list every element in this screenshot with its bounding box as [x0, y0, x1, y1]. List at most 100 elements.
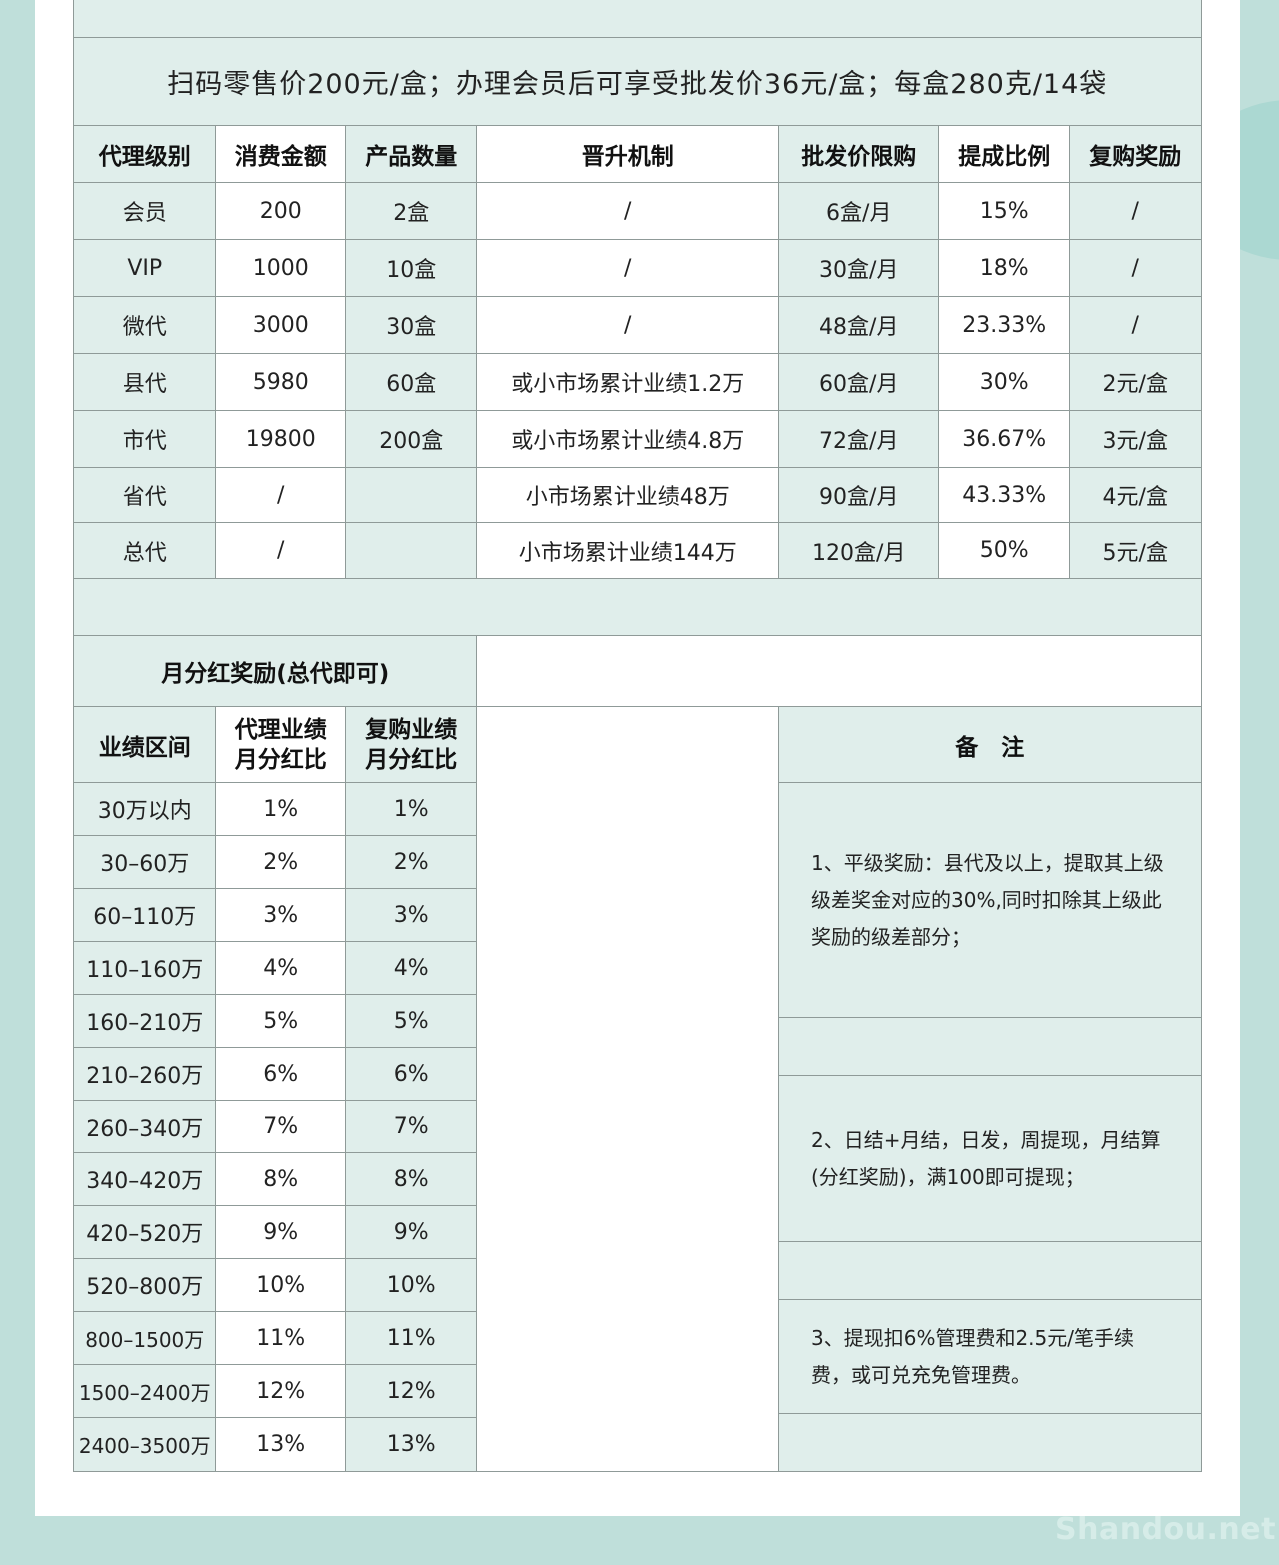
- agent-table-cell: 30盒: [345, 296, 478, 355]
- agent-level-cell: 省代: [73, 467, 217, 524]
- agent-table-header: 代理级别: [73, 125, 217, 184]
- agent-table-cell: 4元/盒: [1069, 467, 1202, 524]
- agent-table-cell: 50%: [938, 522, 1071, 580]
- agent-table-cell: 5980: [215, 353, 347, 412]
- bonus-percent-cell: 1%: [345, 782, 478, 837]
- agent-level-cell: 市代: [73, 410, 217, 469]
- header-line: 月分红比: [365, 746, 458, 773]
- agent-table-cell: 19800: [215, 410, 347, 469]
- bonus-percent-cell: 13%: [345, 1417, 478, 1472]
- agent-level-cell: 微代: [73, 296, 217, 355]
- agent-table-cell: 72盒/月: [778, 410, 940, 469]
- note-item: 3、提现扣6%管理费和2.5元/笔手续费，或可兑充免管理费。: [778, 1299, 1202, 1415]
- agent-table-cell: /: [215, 522, 347, 580]
- agent-table-cell: /: [215, 467, 347, 524]
- agent-table-cell: 6盒/月: [778, 182, 940, 241]
- bonus-range-cell: 1500–2400万: [73, 1364, 217, 1419]
- note-item: 2、日结+月结，日发，周提现，月结算(分红奖励)，满100即可提现；: [778, 1075, 1202, 1243]
- agent-table-cell: 3000: [215, 296, 347, 355]
- agent-table-cell: 2元/盒: [1069, 353, 1202, 412]
- header-line: 代理业绩: [234, 716, 327, 743]
- agent-table-header: 批发价限购: [778, 125, 940, 184]
- blank-cell: [476, 635, 1202, 708]
- bonus-percent-cell: 12%: [215, 1364, 347, 1419]
- bonus-percent-cell: 3%: [345, 888, 478, 943]
- bonus-percent-cell: 7%: [345, 1100, 478, 1154]
- agent-table-cell: 10盒: [345, 239, 478, 298]
- agent-table-cell: /: [476, 239, 780, 298]
- agent-table-cell: /: [1069, 239, 1202, 298]
- agent-table-cell: 18%: [938, 239, 1071, 298]
- agent-table-cell: 或小市场累计业绩1.2万: [476, 353, 780, 412]
- agent-table-cell: 小市场累计业绩144万: [476, 522, 780, 580]
- bonus-range-cell: 520–800万: [73, 1258, 217, 1313]
- agent-level-cell: 会员: [73, 182, 217, 241]
- bonus-percent-cell: 2%: [345, 835, 478, 890]
- agent-table-cell: /: [476, 182, 780, 241]
- agent-table-cell: 36.67%: [938, 410, 1071, 469]
- bonus-percent-cell: 12%: [345, 1364, 478, 1419]
- bonus-percent-cell: 9%: [345, 1205, 478, 1260]
- bonus-percent-cell: 10%: [345, 1258, 478, 1313]
- bonus-percent-cell: 7%: [215, 1100, 347, 1154]
- bonus-percent-cell: 11%: [215, 1311, 347, 1366]
- price-title: 扫码零售价200元/盒；办理会员后可享受批发价36元/盒；每盒280克/14袋: [73, 37, 1202, 127]
- blank-column: [476, 706, 780, 1472]
- watermark: Shandou.net: [1055, 1512, 1276, 1547]
- bonus-percent-cell: 6%: [215, 1047, 347, 1102]
- agent-table-cell: /: [476, 296, 780, 355]
- bonus-range-cell: 260–340万: [73, 1100, 217, 1154]
- bonus-percent-cell: 13%: [215, 1417, 347, 1472]
- agent-table-cell: 48盒/月: [778, 296, 940, 355]
- agent-table-cell: 15%: [938, 182, 1071, 241]
- agent-table-cell: 200盒: [345, 410, 478, 469]
- header-line: 复购业绩: [365, 716, 458, 743]
- bonus-range-cell: 30–60万: [73, 835, 217, 890]
- bonus-percent-cell: 1%: [215, 782, 347, 837]
- spacer-row: [73, 578, 1202, 637]
- agent-level-cell: VIP: [73, 239, 217, 298]
- agent-table-cell: 60盒: [345, 353, 478, 412]
- bonus-range-cell: 420–520万: [73, 1205, 217, 1260]
- agent-table-cell: 3元/盒: [1069, 410, 1202, 469]
- agent-table-cell: 43.33%: [938, 467, 1071, 524]
- bonus-percent-cell: 2%: [215, 835, 347, 890]
- agent-table-cell: 5元/盒: [1069, 522, 1202, 580]
- bonus-range-cell: 340–420万: [73, 1152, 217, 1207]
- agent-table-header: 产品数量: [345, 125, 478, 184]
- bonus-range-cell: 30万以内: [73, 782, 217, 837]
- agent-table-cell: 90盒/月: [778, 467, 940, 524]
- bonus-percent-cell: 3%: [215, 888, 347, 943]
- bonus-percent-cell: 8%: [345, 1152, 478, 1207]
- agent-table-cell: [345, 522, 478, 580]
- agent-table-header: 晋升机制: [476, 125, 780, 184]
- bonus-percent-cell: 5%: [345, 994, 478, 1049]
- agent-table-cell: 或小市场累计业绩4.8万: [476, 410, 780, 469]
- bonus-percent-cell: 8%: [215, 1152, 347, 1207]
- bonus-range-cell: 210–260万: [73, 1047, 217, 1102]
- agent-table-cell: /: [1069, 296, 1202, 355]
- notes-spacer: [778, 1017, 1202, 1077]
- notes-spacer: [778, 1413, 1202, 1472]
- bonus-percent-cell: 4%: [345, 941, 478, 996]
- agent-table-header: 消费金额: [215, 125, 347, 184]
- agent-table-header: 提成比例: [938, 125, 1071, 184]
- agent-table-cell: 23.33%: [938, 296, 1071, 355]
- notes-spacer: [778, 1241, 1202, 1301]
- bonus-range-cell: 160–210万: [73, 994, 217, 1049]
- agent-level-cell: 县代: [73, 353, 217, 412]
- agent-table-cell: 200: [215, 182, 347, 241]
- agent-table-cell: 30盒/月: [778, 239, 940, 298]
- bonus-header-range: 业绩区间: [73, 706, 217, 784]
- bonus-range-cell: 800–1500万: [73, 1311, 217, 1366]
- bonus-range-cell: 60–110万: [73, 888, 217, 943]
- bonus-range-cell: 2400–3500万: [73, 1417, 217, 1472]
- header-line: 月分红比: [234, 746, 327, 773]
- bonus-percent-cell: 5%: [215, 994, 347, 1049]
- agent-table-cell: 60盒/月: [778, 353, 940, 412]
- agent-table-cell: [345, 467, 478, 524]
- agent-table-cell: 小市场累计业绩48万: [476, 467, 780, 524]
- agent-level-cell: 总代: [73, 522, 217, 580]
- bonus-table-title: 月分红奖励(总代即可): [73, 635, 478, 708]
- bonus-header-repurchase: 复购业绩 月分红比: [345, 706, 478, 784]
